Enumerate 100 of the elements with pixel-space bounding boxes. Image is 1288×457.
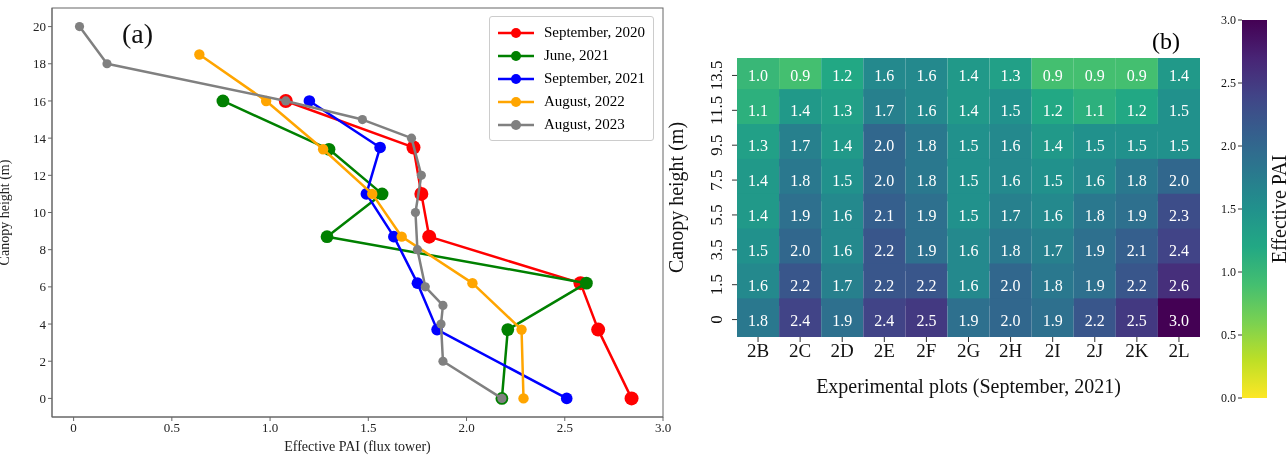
point bbox=[518, 393, 529, 404]
point bbox=[436, 319, 446, 329]
data-label: 1.6 bbox=[1042, 206, 1063, 224]
x-tick-label: 2I bbox=[1044, 340, 1061, 362]
point bbox=[516, 324, 527, 335]
data-label: 2.1 bbox=[874, 206, 895, 224]
x-tick-label: 1.0 bbox=[261, 420, 279, 436]
data-label: 1.8 bbox=[916, 172, 937, 190]
point bbox=[420, 282, 430, 292]
x-tick-label: 2E bbox=[873, 340, 895, 362]
data-label: 1.3 bbox=[832, 102, 853, 120]
color-bar-label: 0.5 bbox=[1221, 328, 1236, 342]
point bbox=[422, 229, 437, 244]
data-label: 1.8 bbox=[1042, 276, 1063, 294]
data-label: 1.7 bbox=[832, 276, 853, 294]
point bbox=[467, 277, 478, 289]
color-bar-label: 2.5 bbox=[1221, 76, 1236, 90]
data-label: 1.6 bbox=[874, 67, 895, 85]
point bbox=[438, 356, 448, 366]
y-tick-label: 14 bbox=[33, 130, 47, 146]
x-tick-label: 1.5 bbox=[360, 420, 377, 436]
data-label: 1.5 bbox=[1126, 137, 1147, 155]
data-label: 1.7 bbox=[790, 137, 811, 155]
data-label: 1.6 bbox=[958, 241, 979, 259]
x-tick-label: 3.0 bbox=[654, 420, 672, 436]
color-bar-label: 1.5 bbox=[1221, 202, 1236, 216]
data-label: 2.2 bbox=[1084, 311, 1105, 329]
x-tick-label: 2K bbox=[1125, 340, 1149, 362]
data-label: 1.4 bbox=[958, 67, 979, 85]
data-label: 1.9 bbox=[916, 206, 937, 224]
data-label: 1.5 bbox=[748, 241, 769, 259]
data-label: 1.1 bbox=[748, 102, 769, 120]
data-label: 1.6 bbox=[1084, 172, 1105, 190]
data-label: 1.8 bbox=[1084, 206, 1105, 224]
data-label: 1.6 bbox=[832, 206, 853, 224]
point bbox=[102, 59, 112, 69]
x-tick-label: 2H bbox=[998, 340, 1023, 362]
data-label: 1.9 bbox=[1042, 311, 1063, 329]
y-tick-label: 9.5 bbox=[707, 134, 726, 156]
data-label: 2.3 bbox=[1168, 206, 1189, 224]
data-label: 2.4 bbox=[1168, 241, 1189, 259]
y-tick-label: 5.5 bbox=[707, 204, 726, 226]
data-label: 2.5 bbox=[916, 311, 937, 329]
point bbox=[416, 170, 426, 180]
point bbox=[374, 141, 386, 154]
data-label: 2.4 bbox=[874, 311, 895, 329]
x-tick-label: 0.5 bbox=[163, 420, 180, 436]
data-label: 1.6 bbox=[832, 241, 853, 259]
data-label: 2.2 bbox=[790, 276, 811, 294]
point bbox=[501, 323, 515, 337]
legend-label: August, 2023 bbox=[543, 116, 625, 133]
point bbox=[579, 276, 593, 290]
y-tick-label: 1.5 bbox=[707, 274, 726, 296]
data-label: 1.9 bbox=[916, 241, 937, 259]
point bbox=[396, 231, 407, 242]
x-tick-label: 2.5 bbox=[556, 420, 573, 436]
y-tick-label: 10 bbox=[33, 205, 46, 221]
point bbox=[367, 188, 378, 200]
data-label: 1.9 bbox=[1084, 276, 1105, 294]
y-tick-label: 0 bbox=[39, 391, 46, 407]
data-label: 1.4 bbox=[958, 102, 979, 120]
data-label: 1.6 bbox=[916, 102, 937, 120]
data-label: 1.5 bbox=[958, 137, 979, 155]
data-label: 1.6 bbox=[1000, 172, 1021, 190]
point bbox=[410, 207, 421, 218]
y-tick-label: 7.5 bbox=[707, 169, 726, 191]
x-tick-label: 2D bbox=[830, 340, 854, 362]
data-label: 0.9 bbox=[1042, 67, 1063, 85]
point bbox=[624, 391, 639, 406]
data-label: 2.2 bbox=[874, 241, 895, 259]
legend-label: September, 2020 bbox=[543, 24, 645, 41]
legend-label: August, 2022 bbox=[543, 93, 625, 110]
data-label: 1.3 bbox=[1000, 67, 1021, 85]
data-label: 1.9 bbox=[790, 206, 811, 224]
data-label: 1.7 bbox=[874, 102, 895, 120]
data-label: 2.1 bbox=[1126, 241, 1147, 259]
data-label: 0.9 bbox=[1126, 67, 1147, 85]
x-axis-title: Experimental plots (September, 2021) bbox=[816, 375, 1121, 398]
data-label: 2.0 bbox=[874, 137, 895, 155]
point bbox=[412, 245, 423, 255]
data-label: 1.2 bbox=[1126, 102, 1147, 120]
point bbox=[411, 277, 424, 289]
data-label: 1.8 bbox=[748, 311, 769, 329]
legend-label: June, 2021 bbox=[543, 47, 609, 64]
data-label: 1.8 bbox=[1000, 241, 1021, 259]
data-label: 2.0 bbox=[1168, 172, 1189, 190]
y-tick-label: 20 bbox=[33, 19, 46, 35]
point bbox=[303, 95, 316, 107]
y-tick-label: 2 bbox=[39, 353, 46, 369]
data-label: 1.2 bbox=[1042, 102, 1063, 120]
legend-label: September, 2021 bbox=[543, 70, 645, 87]
data-label: 1.4 bbox=[790, 102, 811, 120]
data-label: 3.0 bbox=[1168, 311, 1189, 329]
data-label: 1.9 bbox=[1126, 206, 1147, 224]
point bbox=[560, 392, 573, 405]
data-label: 1.8 bbox=[916, 137, 937, 155]
y-tick-label: 16 bbox=[33, 93, 47, 109]
color-bar-label: 2.0 bbox=[1221, 139, 1236, 153]
color-bar-label: 1.0 bbox=[1221, 265, 1236, 279]
data-label: 2.0 bbox=[1000, 311, 1021, 329]
